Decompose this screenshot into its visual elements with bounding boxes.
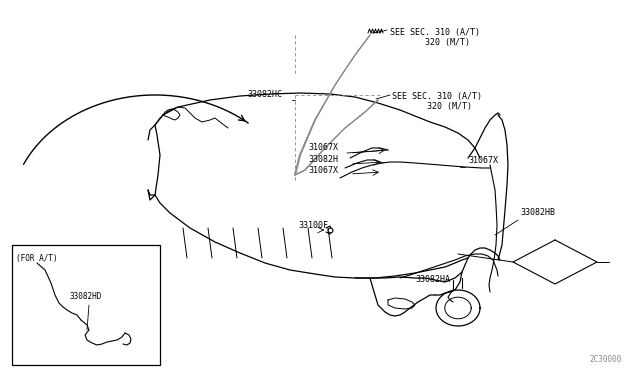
Text: 33082H: 33082H: [308, 155, 338, 164]
Text: 31067X: 31067X: [308, 143, 338, 152]
Text: SEE SEC. 310 (A/T)
       320 (M/T): SEE SEC. 310 (A/T) 320 (M/T): [392, 92, 482, 111]
Bar: [12, 245, 160, 365]
Text: 31067X: 31067X: [468, 156, 498, 165]
Text: 33082HD: 33082HD: [69, 292, 101, 301]
Text: (FOR A/T): (FOR A/T): [16, 254, 58, 263]
Text: 33082HC: 33082HC: [247, 90, 282, 99]
Text: 33082HB: 33082HB: [520, 208, 555, 217]
Text: 33100F: 33100F: [298, 221, 328, 230]
Text: 2C30000: 2C30000: [589, 355, 622, 364]
Text: SEE SEC. 310 (A/T)
       320 (M/T): SEE SEC. 310 (A/T) 320 (M/T): [390, 28, 480, 47]
Text: 33082HA: 33082HA: [415, 275, 450, 284]
Text: 31067X: 31067X: [308, 166, 338, 175]
